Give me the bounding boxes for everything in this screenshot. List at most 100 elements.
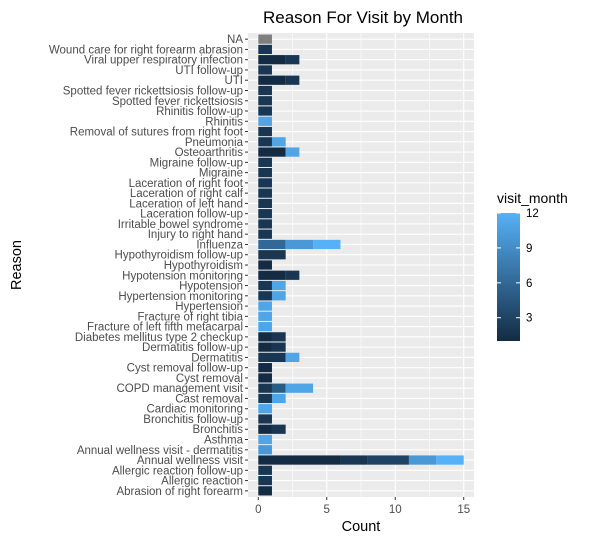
y-tick-label: Spotted fever rickettsiosis	[112, 96, 243, 108]
bar-segment	[258, 280, 272, 291]
bar-segment	[258, 209, 272, 219]
legend: visit_month 3 6 9 12	[497, 190, 568, 341]
x-tick-label: 5	[324, 504, 330, 516]
y-tick-label: Cast removal	[175, 393, 243, 405]
bar-segment	[258, 106, 272, 116]
bar-segment	[271, 342, 286, 352]
bar-segment	[258, 178, 272, 188]
bar-segment	[258, 65, 272, 75]
bar-segment	[258, 167, 272, 178]
bar-segment	[258, 239, 286, 250]
bar-segment	[258, 147, 286, 157]
y-tick-label: UTI follow-up	[175, 65, 243, 77]
bar-segment	[258, 455, 341, 465]
y-tick-label: Injury to right hand	[148, 229, 243, 241]
bar-segment	[340, 455, 368, 465]
bar-segment	[271, 393, 286, 404]
bar-segment	[258, 291, 272, 301]
y-tick-label: Hypothyroidism	[164, 260, 243, 272]
bar-segment	[258, 383, 272, 393]
bar-segment	[285, 352, 300, 363]
y-tick-label: Dermatitis follow-up	[142, 342, 243, 354]
bar-segment	[258, 465, 272, 475]
y-tick-label: Fracture of left fifth metacarpal	[87, 322, 243, 334]
bar-segment	[258, 126, 272, 137]
bar-segment	[258, 404, 272, 414]
bar-segment	[271, 332, 286, 342]
bar-segment	[258, 363, 272, 373]
legend-tick-label: 12	[526, 208, 539, 220]
bar-segment	[258, 414, 272, 424]
y-tick-label: Removal of sutures from right foot	[70, 127, 244, 139]
y-tick-label: UTI	[224, 75, 243, 87]
bar-segment	[271, 280, 286, 291]
y-tick-label: Hypertension monitoring	[118, 291, 243, 303]
y-tick-label: Viral upper respiratory infection	[84, 55, 243, 67]
y-tick-label: Laceration of left hand	[129, 198, 243, 210]
bar-segment	[258, 301, 272, 311]
y-axis-title: Reason	[9, 240, 25, 290]
y-tick-label: Cyst removal	[176, 373, 243, 385]
bar-segment	[285, 75, 300, 85]
bar-segment	[258, 342, 272, 352]
bar-segment	[367, 455, 409, 465]
bar-segment	[258, 424, 272, 434]
bar-segment	[285, 270, 300, 280]
y-tick-label: Hypertension	[175, 301, 243, 313]
bar-segment	[258, 270, 286, 280]
y-tick-label: Hypothyroidism follow-up	[115, 250, 243, 262]
bar-segment	[258, 373, 272, 383]
bar-segment	[258, 137, 272, 147]
legend-tick-label: 6	[526, 278, 532, 290]
bar-segment	[258, 393, 272, 404]
bar-segment	[313, 239, 341, 250]
y-tick-label: Laceration follow-up	[140, 209, 243, 221]
bar-segment	[271, 424, 286, 434]
bar-segment	[258, 486, 272, 496]
y-tick-label: Rhinitis	[205, 116, 243, 128]
y-tick-label: Bronchitis	[193, 424, 244, 436]
y-tick-label: Rhinitis follow-up	[156, 106, 243, 118]
bar-segment	[271, 137, 286, 147]
y-tick-label: Diabetes mellitus type 2 checkup	[75, 332, 243, 344]
bar-segment	[258, 96, 272, 106]
y-tick-label: Wound care for right forearm abrasion	[49, 44, 243, 56]
y-tick-label: Dermatitis	[191, 352, 243, 364]
bar-segment	[271, 383, 286, 393]
bar-segment	[258, 332, 272, 342]
legend-colorbar	[497, 213, 520, 341]
bar-segment	[285, 383, 314, 393]
bar-segment	[258, 44, 272, 55]
x-tick-label: 15	[457, 504, 470, 516]
y-tick-label: Annual wellness visit	[137, 455, 244, 467]
y-tick-label: Allergic reaction follow-up	[112, 465, 243, 477]
y-tick-label: Allergic reaction	[161, 476, 243, 488]
bar-segment	[258, 198, 272, 209]
y-tick-label: Osteoarthritis	[175, 147, 244, 159]
bar-segment	[258, 157, 272, 167]
bar-segment	[258, 434, 272, 445]
y-tick-label: Hypotension	[179, 281, 243, 293]
x-tick-label: 0	[255, 504, 261, 516]
y-tick-label: Bronchitis follow-up	[143, 414, 243, 426]
bar-segment	[258, 55, 286, 65]
legend-title: visit_month	[497, 190, 568, 206]
y-tick-label: COPD management visit	[116, 383, 243, 395]
y-tick-label: Irritable bowel syndrome	[118, 219, 243, 231]
bar-segment	[258, 75, 286, 85]
legend-tick-label: 9	[526, 243, 532, 255]
y-tick-label: Cyst removal follow-up	[127, 363, 243, 375]
bar-segment	[258, 229, 272, 239]
x-tick-label: 10	[389, 504, 402, 516]
y-tick-label: Asthma	[204, 435, 244, 447]
y-tick-label: NA	[227, 34, 243, 46]
bar-segment	[258, 85, 272, 96]
y-tick-label: Annual wellness visit - dermatitis	[77, 445, 243, 457]
bar-segment	[258, 116, 272, 126]
y-tick-label: Cardiac monitoring	[146, 404, 243, 416]
bar-segment	[258, 352, 286, 363]
y-tick-label: Migraine	[199, 168, 243, 180]
bar-segment	[258, 250, 286, 260]
